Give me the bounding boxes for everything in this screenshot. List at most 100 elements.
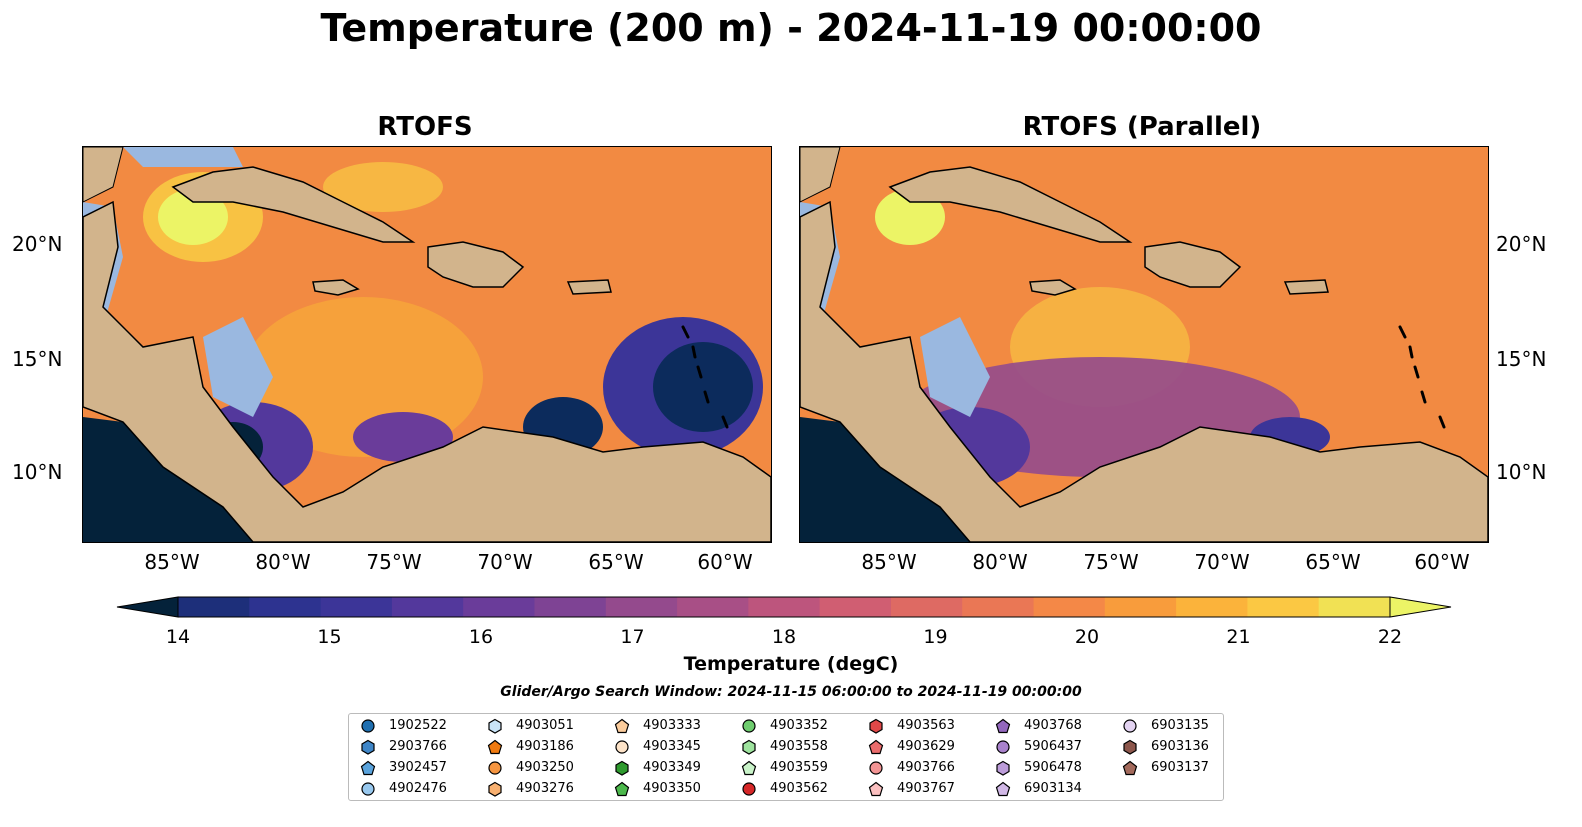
legend-marker-hexagon-icon — [488, 718, 502, 734]
legend-marker-circle-icon — [742, 782, 756, 796]
legend-label: 4903349 — [643, 760, 701, 775]
shelf — [920, 317, 990, 417]
map-panel-rtofs[interactable] — [82, 146, 772, 543]
colorbar-tick-14: 14 — [165, 626, 191, 648]
land-jamaica — [312, 279, 360, 296]
right-lat-tick-0: 20°N — [1496, 232, 1547, 256]
legend-label: 4903766 — [897, 760, 955, 775]
warm-anomaly-core — [875, 189, 945, 245]
colorbar-segment — [819, 597, 892, 617]
legend-marker-circle-icon — [996, 740, 1010, 754]
right-lon-tick-4: 65°W — [1305, 550, 1361, 574]
right-lon-tick-2: 75°W — [1083, 550, 1139, 574]
colorbar — [116, 596, 1452, 618]
land-puerto-rico — [566, 279, 612, 295]
colorbar-segment — [748, 597, 821, 617]
colorbar-segment — [1033, 597, 1106, 617]
colorbar-segment — [1318, 597, 1391, 617]
land-cuba — [888, 166, 1133, 243]
left-lon-tick-4: 65°W — [588, 550, 644, 574]
colorbar-tick-16: 16 — [468, 626, 494, 648]
right-lon-tick-1: 80°W — [972, 550, 1028, 574]
legend-marker-circle-icon — [361, 782, 375, 796]
pacific-ocean — [83, 417, 253, 542]
legend-label: 5906478 — [1024, 760, 1082, 775]
legend-label: 1902522 — [389, 718, 447, 733]
legend-label: 4903276 — [516, 781, 574, 796]
land-puerto-rico — [1283, 279, 1329, 295]
right-lat-tick-1: 15°N — [1496, 347, 1547, 371]
land-mexico — [83, 147, 124, 203]
legend-label: 4903558 — [770, 739, 828, 754]
right-lon-tick-3: 70°W — [1194, 550, 1250, 574]
legend-marker-pentagon-icon — [360, 760, 376, 776]
right-lon-tick-0: 85°W — [861, 550, 917, 574]
map-canvas-rtofs — [83, 147, 771, 542]
colorbar-segment — [677, 597, 749, 617]
legend-label: 4903250 — [516, 760, 574, 775]
legend-label: 4903563 — [897, 718, 955, 733]
legend-label: 4903562 — [770, 781, 828, 796]
map-canvas-rtofs-parallel — [800, 147, 1488, 542]
legend-marker-circle-icon — [361, 719, 375, 733]
legend-marker-hexagon-icon — [615, 760, 629, 776]
legend-marker-pentagon-icon — [995, 781, 1011, 797]
colorbar-segment — [1176, 597, 1248, 617]
legend-label: 3902457 — [389, 760, 447, 775]
legend-marker-hexagon-icon — [742, 739, 756, 755]
cool-eddy-core — [653, 342, 753, 432]
colorbar-tick-15: 15 — [317, 626, 342, 648]
shelf — [123, 147, 243, 167]
legend-marker-pentagon-icon — [995, 718, 1011, 734]
main-title: Temperature (200 m) - 2024-11-19 00:00:0… — [320, 6, 1262, 50]
legend-marker-pentagon-icon — [741, 760, 757, 776]
legend-label: 6903135 — [1151, 718, 1209, 733]
land-central-south-america — [83, 200, 771, 542]
left-lon-tick-5: 60°W — [697, 550, 753, 574]
legend-marker-hexagon-icon — [869, 718, 883, 734]
legend-marker-hexagon-icon — [996, 760, 1010, 776]
legend-marker-hexagon-icon — [361, 739, 375, 755]
legend: 1902522 2903766 3902457 4902476 4903051 49031… — [348, 713, 1224, 801]
colorbar-segment — [320, 597, 393, 617]
land-mexico — [800, 147, 841, 203]
legend-label: 4903767 — [897, 781, 955, 796]
colorbar-segment — [249, 597, 322, 617]
right-lat-tick-2: 10°N — [1496, 460, 1547, 484]
legend-marker-pentagon-icon — [487, 739, 503, 755]
legend-marker-hexagon-icon — [488, 781, 502, 797]
warm-anomaly-core — [158, 189, 228, 245]
legend-marker-pentagon-icon — [614, 718, 630, 734]
left-lon-tick-3: 70°W — [477, 550, 533, 574]
left-lon-tick-0: 85°W — [144, 550, 200, 574]
legend-label: 2903766 — [389, 739, 447, 754]
legend-label: 4903051 — [516, 718, 574, 733]
colorbar-tick-20: 20 — [1074, 626, 1100, 648]
legend-marker-pentagon-icon — [614, 781, 630, 797]
colorbar-tick-19: 19 — [923, 626, 948, 648]
land-central-south-america — [800, 200, 1488, 542]
colorbar-extend-min — [116, 596, 179, 618]
legend-label: 5906437 — [1024, 739, 1082, 754]
map-panel-rtofs-parallel[interactable] — [799, 146, 1489, 543]
colorbar-segment — [890, 597, 963, 617]
colorbar-segment — [1104, 597, 1177, 617]
legend-label: 4903186 — [516, 739, 574, 754]
colorbar-segment — [463, 597, 535, 617]
left-lat-tick-1: 15°N — [12, 347, 63, 371]
colorbar-segment — [605, 597, 678, 617]
legend-label: 4902476 — [389, 781, 447, 796]
colorbar-tick-21: 21 — [1226, 626, 1251, 648]
lesser-antilles — [681, 325, 729, 429]
colorbar-segment — [962, 597, 1035, 617]
colorbar-segment — [1247, 597, 1320, 617]
colorbar-segment — [534, 597, 607, 617]
left-lat-tick-2: 10°N — [12, 460, 63, 484]
lesser-antilles — [1398, 325, 1446, 429]
legend-marker-circle-icon — [488, 761, 502, 775]
legend-label: 4903345 — [643, 739, 701, 754]
colorbar-tick-22: 22 — [1377, 626, 1403, 648]
colorbar-segment — [391, 597, 464, 617]
cool-eddy — [353, 412, 453, 462]
legend-marker-hexagon-icon — [1123, 739, 1137, 755]
